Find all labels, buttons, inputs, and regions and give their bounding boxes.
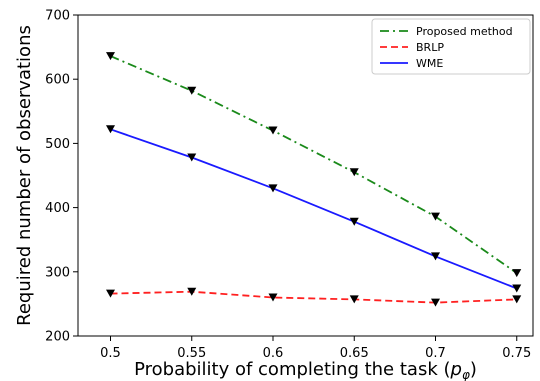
data-point-proposed-method [512, 269, 522, 278]
y-tick-label: 300 [45, 265, 70, 280]
x-tick-label: 0.55 [177, 346, 206, 361]
y-tick-label: 500 [45, 137, 70, 152]
x-axis-label-text: Probability of completing the task ( [134, 359, 450, 380]
x-axis-label-tail: ) [470, 359, 477, 380]
data-point-wme [268, 184, 278, 193]
plot-frame [77, 14, 534, 337]
x-axis-label-subscript: φ [462, 368, 470, 381]
x-tick-label: 0.5 [100, 346, 121, 361]
x-tick-label: 0.65 [340, 346, 369, 361]
legend-label-brlp: BRLP [416, 41, 444, 54]
data-point-wme [187, 153, 197, 162]
legend: Proposed method BRLP WME [371, 18, 531, 75]
markers-layer [106, 52, 522, 307]
y-axis-ticks: 200 300 400 500 600 700 [45, 9, 78, 345]
data-point-proposed-method [349, 168, 359, 177]
data-point-brlp [106, 289, 115, 298]
data-point-proposed-method [106, 52, 115, 61]
y-tick-label: 600 [45, 73, 70, 88]
data-point-brlp [187, 287, 197, 296]
x-axis-label-symbol: p [450, 359, 462, 380]
data-point-brlp [512, 295, 522, 304]
data-point-brlp [268, 293, 278, 302]
series-line-proposed-method [110, 55, 518, 274]
data-point-wme [512, 284, 522, 293]
series-line-brlp [110, 290, 517, 304]
legend-box [371, 18, 531, 75]
y-tick-label: 700 [45, 9, 70, 24]
data-point-wme [431, 252, 440, 261]
legend-label-proposed-method: Proposed method [416, 25, 513, 38]
data-point-wme [106, 125, 115, 134]
y-axis-label: Required number of observations [14, 25, 35, 326]
data-point-proposed-method [187, 86, 197, 95]
y-tick-label: 400 [45, 201, 70, 216]
x-tick-label: 0.75 [502, 346, 531, 361]
y-tick-label: 200 [45, 330, 70, 345]
x-tick-label: 0.6 [263, 346, 284, 361]
data-point-wme [349, 217, 359, 226]
series-line-wme [110, 128, 518, 290]
data-point-proposed-method [431, 212, 440, 221]
data-point-brlp [431, 298, 440, 307]
legend-label-wme: WME [416, 57, 443, 70]
x-axis-ticks: 0.5 0.55 0.6 0.65 0.7 0.75 [100, 336, 531, 361]
data-point-brlp [349, 295, 359, 304]
series-layer [110, 55, 518, 304]
x-tick-label: 0.7 [425, 346, 446, 361]
data-point-proposed-method [268, 126, 278, 135]
x-axis-label: Probability of completing the task (pφ) [134, 359, 477, 381]
